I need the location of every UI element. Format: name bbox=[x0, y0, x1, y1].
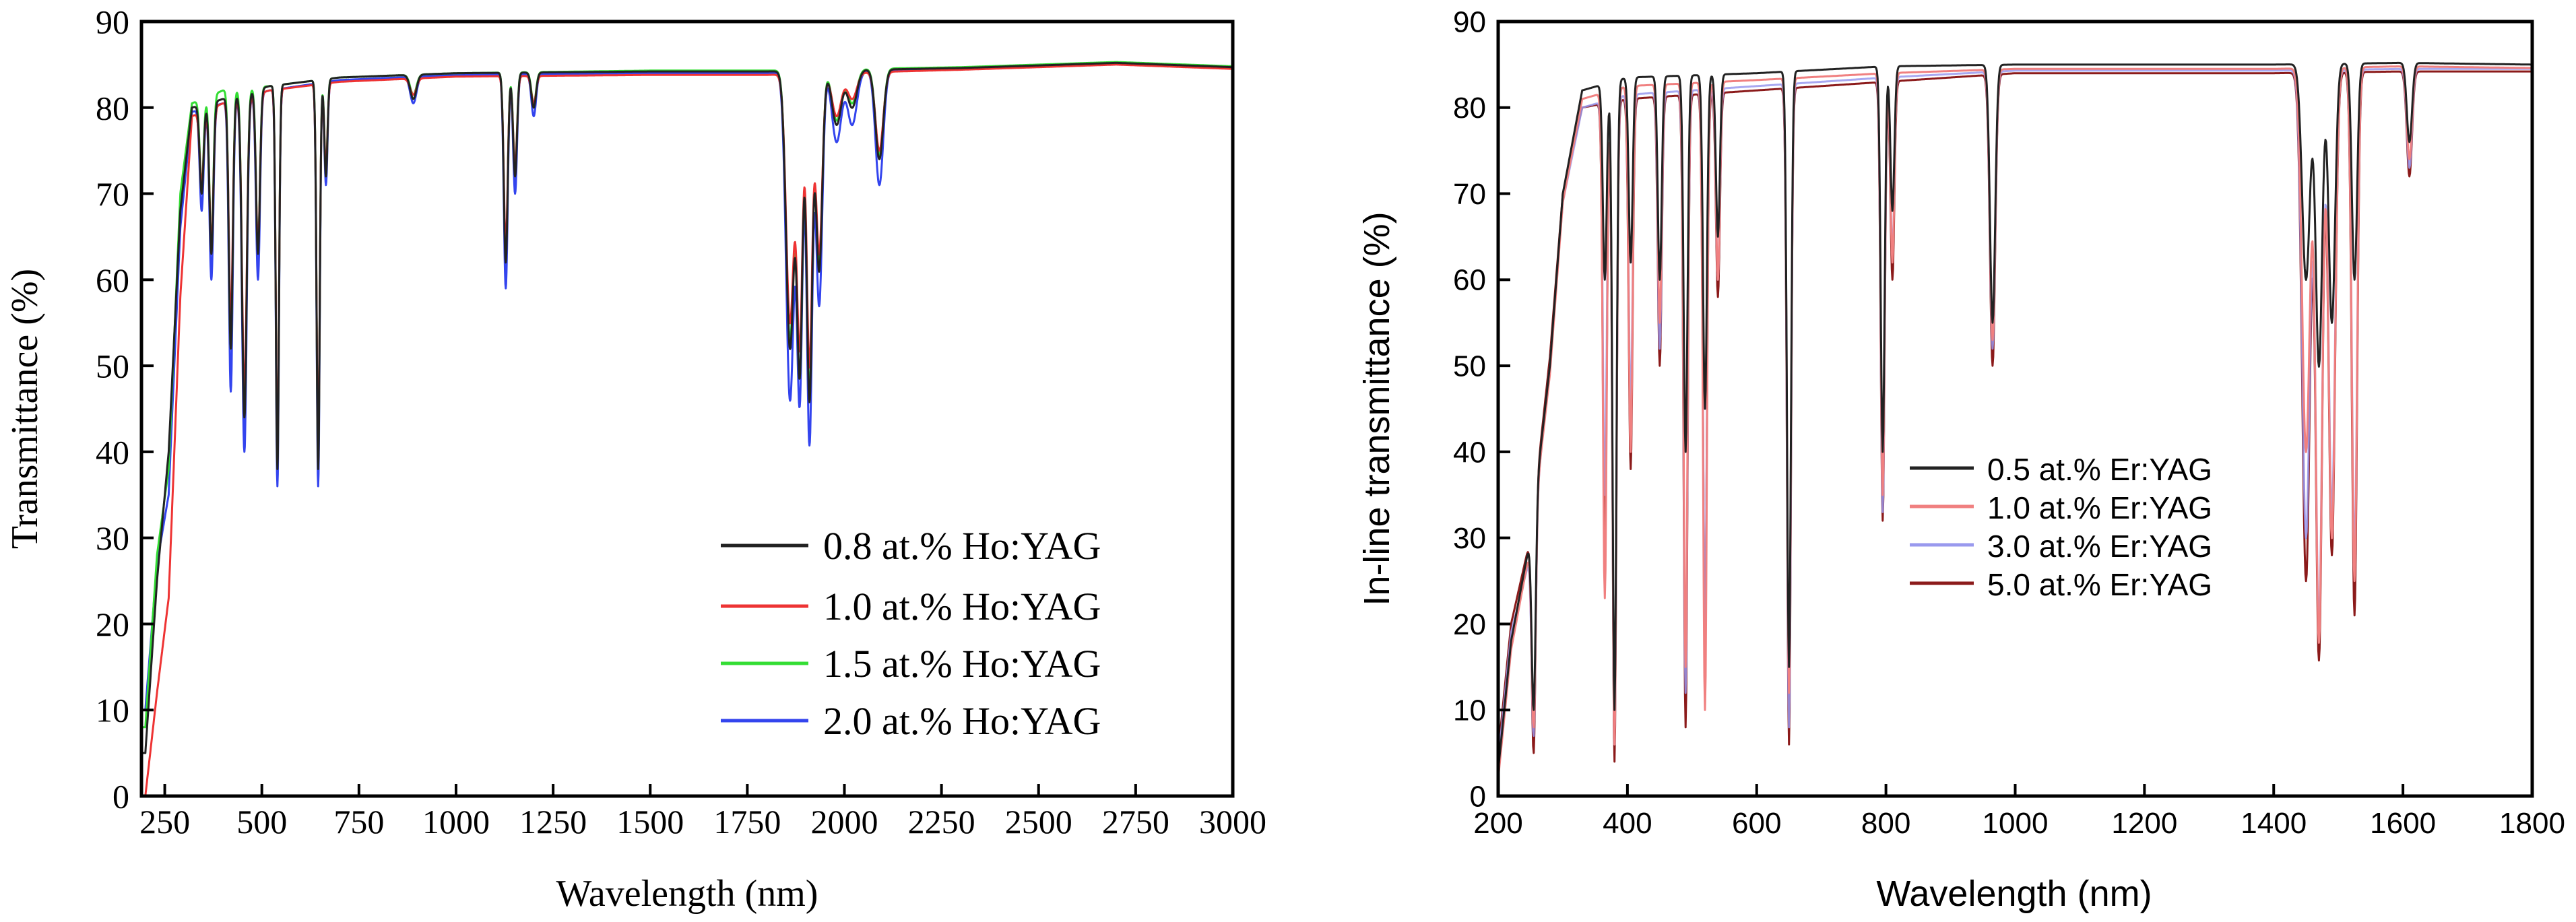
left-legend-label-1: 0.8 at.% Ho:YAG bbox=[823, 524, 1101, 568]
right-x-tick-label: 400 bbox=[1603, 807, 1652, 840]
right-y-tick-label: 0 bbox=[1470, 780, 1486, 813]
right-x-axis-label: Wavelength (nm) bbox=[1876, 874, 2152, 914]
left-y-tick-label: 90 bbox=[96, 3, 129, 41]
left-x-tick-label: 3000 bbox=[1199, 803, 1266, 841]
left-y-tick-label: 10 bbox=[96, 692, 129, 729]
left-y-tick-label: 50 bbox=[96, 348, 129, 385]
right-x-tick-label: 1400 bbox=[2241, 807, 2307, 840]
left-x-tick-label: 2000 bbox=[810, 803, 878, 841]
right-y-tick-label: 90 bbox=[1453, 5, 1486, 38]
left-y-axis-label: Transmittance (%) bbox=[4, 269, 46, 549]
left-y-tick-label: 40 bbox=[96, 433, 129, 471]
left-x-tick-label: 1000 bbox=[422, 803, 490, 841]
right-chart: 200 400 600 800 1000 1200 1400 1600 1800 0 10 20 30 4… bbox=[1357, 5, 2565, 914]
right-y-tick-label: 50 bbox=[1453, 350, 1486, 383]
left-y-tick-label: 70 bbox=[96, 175, 129, 213]
right-y-tick-label: 40 bbox=[1453, 436, 1486, 469]
right-series-line-2 bbox=[1498, 65, 2532, 779]
left-y-tick-label: 0 bbox=[112, 778, 129, 816]
left-y-tick-label: 30 bbox=[96, 519, 129, 557]
left-series-layer bbox=[141, 61, 1233, 796]
right-y-tick-label: 60 bbox=[1453, 264, 1486, 297]
right-y-tick-label: 80 bbox=[1453, 92, 1486, 125]
right-tick-layer: 200 400 600 800 1000 1200 1400 1600 1800 0 10 20 30 4… bbox=[1453, 5, 2565, 840]
left-tick-layer: 250 500 750 1000 1250 1500 1750 2000 2250 2500 275… bbox=[96, 3, 1266, 841]
right-x-tick-label: 1200 bbox=[2111, 807, 2177, 840]
left-legend-label-2: 1.0 at.% Ho:YAG bbox=[823, 585, 1101, 628]
left-x-tick-label: 1500 bbox=[616, 803, 684, 841]
left-x-tick-label: 2250 bbox=[908, 803, 975, 841]
right-x-tick-label: 800 bbox=[1861, 807, 1910, 840]
left-x-tick-label: 750 bbox=[333, 803, 384, 841]
right-series-layer bbox=[1498, 61, 2532, 779]
left-x-axis-label: Wavelength (nm) bbox=[556, 873, 818, 915]
right-x-tick-label: 600 bbox=[1732, 807, 1781, 840]
right-y-tick-label: 10 bbox=[1453, 694, 1486, 727]
right-series-line-1 bbox=[1498, 61, 2532, 770]
left-series-line-1 bbox=[141, 61, 1233, 754]
left-legend-label-3: 1.5 at.% Ho:YAG bbox=[823, 642, 1101, 686]
left-y-tick-label: 80 bbox=[96, 89, 129, 127]
left-x-tick-label: 250 bbox=[139, 803, 190, 841]
right-legend-label-3: 3.0 at.% Er:YAG bbox=[1987, 529, 2212, 564]
left-x-tick-label: 1750 bbox=[713, 803, 781, 841]
left-y-tick-label: 20 bbox=[96, 605, 129, 643]
right-x-tick-label: 1000 bbox=[1983, 807, 2049, 840]
left-plot-frame bbox=[139, 20, 1235, 798]
right-x-tick-label: 1600 bbox=[2370, 807, 2436, 840]
right-legend-label-4: 5.0 at.% Er:YAG bbox=[1987, 567, 2212, 602]
right-y-tick-label: 30 bbox=[1453, 522, 1486, 555]
right-legend-label-1: 0.5 at.% Er:YAG bbox=[1987, 452, 2212, 487]
left-x-tick-label: 500 bbox=[236, 803, 287, 841]
left-chart: 250 500 750 1000 1250 1500 1750 2000 2250 2500 275… bbox=[4, 3, 1266, 915]
left-y-tick-label: 60 bbox=[96, 261, 129, 299]
left-legend-label-4: 2.0 at.% Ho:YAG bbox=[823, 699, 1101, 743]
left-legend: 0.8 at.% Ho:YAG 1.0 at.% Ho:YAG 1.5 at.%… bbox=[721, 524, 1101, 743]
right-x-tick-label: 200 bbox=[1473, 807, 1522, 840]
right-legend: 0.5 at.% Er:YAG 1.0 at.% Er:YAG 3.0 at.%… bbox=[1910, 452, 2212, 602]
right-x-tick-label: 1800 bbox=[2499, 807, 2565, 840]
right-y-tick-label: 70 bbox=[1453, 178, 1486, 211]
right-y-tick-label: 20 bbox=[1453, 608, 1486, 641]
right-legend-label-2: 1.0 at.% Er:YAG bbox=[1987, 490, 2212, 525]
right-y-axis-label: In-line transmittance (%) bbox=[1357, 211, 1397, 605]
left-x-tick-label: 2750 bbox=[1102, 803, 1169, 841]
left-x-tick-label: 2500 bbox=[1005, 803, 1072, 841]
left-x-tick-label: 1250 bbox=[519, 803, 587, 841]
